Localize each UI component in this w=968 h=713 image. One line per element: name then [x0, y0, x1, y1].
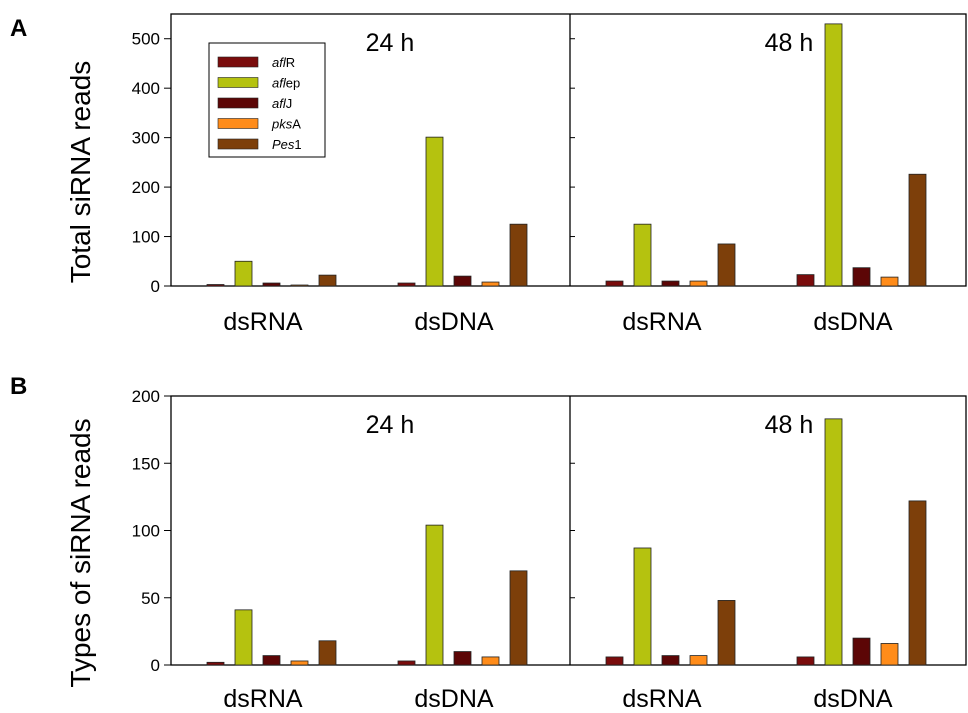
legend-label-aflR: aflR	[272, 55, 295, 70]
bar-aflJ	[852, 637, 871, 666]
legend-swatch-Pes1	[217, 138, 259, 150]
category-label: dsDNA	[414, 685, 494, 713]
panel-letter-a: A	[10, 15, 27, 42]
bar-aflR	[796, 274, 815, 287]
y-tick-label: 200	[132, 387, 160, 406]
bar-Pes1	[509, 223, 528, 287]
bar-pksA	[880, 276, 899, 287]
bar-aflJ	[262, 655, 281, 666]
bar-pksA	[481, 656, 500, 666]
time-label: 48 h	[765, 29, 814, 57]
y-tick-label: 50	[141, 589, 160, 608]
y-tick-label: 500	[132, 30, 160, 49]
y-axis-label-b: Types of siRNA reads	[65, 418, 96, 687]
bar-aflR	[206, 661, 225, 666]
legend: aflR aflep aflJ pksA Pes1	[208, 42, 326, 158]
y-tick-label: 400	[132, 79, 160, 98]
bar-Pes1	[318, 274, 337, 287]
category-label: dsDNA	[414, 308, 494, 336]
bar-Pes1	[509, 570, 528, 666]
panel-b: B Types of siRNA reads 0 50 100 150 200 24 h d…	[10, 373, 967, 713]
legend-swatch-aflR	[217, 56, 259, 68]
panel-a: A Total siRNA reads 0 100 200 300 400 500 24 h…	[10, 13, 967, 336]
bar-aflJ	[262, 282, 281, 287]
time-label: 24 h	[366, 411, 415, 439]
category-label: dsRNA	[223, 685, 303, 713]
bar-aflep	[234, 260, 253, 287]
legend-label-aflJ: aflJ	[272, 96, 292, 111]
bar-aflR	[796, 656, 815, 666]
bar-aflep	[425, 136, 444, 287]
bar-aflep	[824, 23, 843, 287]
plot-frame	[170, 13, 967, 287]
bar-pksA	[689, 655, 708, 666]
bar-aflJ	[453, 275, 472, 287]
plot-area-b: 0 50 100 150 200 24 h dsRNA dsDNA 48 h dsRNA dsDNA	[132, 387, 967, 713]
bar-pksA	[290, 660, 309, 666]
legend-swatch-aflep	[217, 77, 259, 88]
bar-aflR	[206, 284, 225, 287]
category-label: dsDNA	[813, 308, 893, 336]
bar-aflR	[605, 280, 624, 287]
bar-pksA	[689, 280, 708, 287]
legend-label-pksA: pksA	[271, 117, 301, 132]
category-label: dsRNA	[622, 685, 702, 713]
bar-aflJ	[453, 651, 472, 666]
bar-aflR	[605, 656, 624, 666]
y-tick-label: 0	[151, 277, 160, 296]
bar-Pes1	[908, 173, 927, 287]
bar-aflep	[425, 524, 444, 666]
panel-letter-b: B	[10, 373, 27, 400]
bar-aflep	[633, 223, 652, 287]
bar-aflR	[397, 660, 416, 666]
bar-pksA	[481, 281, 500, 287]
bar-aflJ	[661, 280, 680, 287]
category-label: dsDNA	[813, 685, 893, 713]
bar-aflJ	[852, 267, 871, 287]
bar-Pes1	[717, 600, 736, 666]
y-tick-label: 100	[132, 228, 160, 247]
legend-swatch-pksA	[217, 118, 259, 129]
plot-frame	[170, 395, 967, 666]
bar-aflep	[234, 609, 253, 666]
y-tick-label: 100	[132, 522, 160, 541]
bar-aflJ	[661, 655, 680, 666]
bar-aflep	[824, 418, 843, 666]
y-tick-label: 200	[132, 178, 160, 197]
y-tick-label: 150	[132, 454, 160, 473]
bar-aflR	[397, 282, 416, 287]
plot-area-a: 0 100 200 300 400 500 24 h dsRNA dsDNA 48 h dsRNA d…	[132, 13, 967, 336]
legend-label-Pes1: Pes1	[272, 137, 302, 152]
bar-pksA	[290, 284, 309, 287]
bar-aflep	[633, 547, 652, 666]
legend-label-aflep: aflep	[272, 76, 300, 91]
legend-swatch-aflJ	[217, 97, 259, 109]
y-tick-label: 300	[132, 129, 160, 148]
bar-Pes1	[908, 500, 927, 666]
y-axis-label-a: Total siRNA reads	[65, 61, 96, 284]
time-label: 48 h	[765, 411, 814, 439]
category-label: dsRNA	[223, 308, 303, 336]
bar-pksA	[880, 643, 899, 666]
bar-Pes1	[318, 640, 337, 666]
category-label: dsRNA	[622, 308, 702, 336]
time-label: 24 h	[366, 29, 415, 57]
bar-Pes1	[717, 243, 736, 287]
y-tick-label: 0	[151, 656, 160, 675]
